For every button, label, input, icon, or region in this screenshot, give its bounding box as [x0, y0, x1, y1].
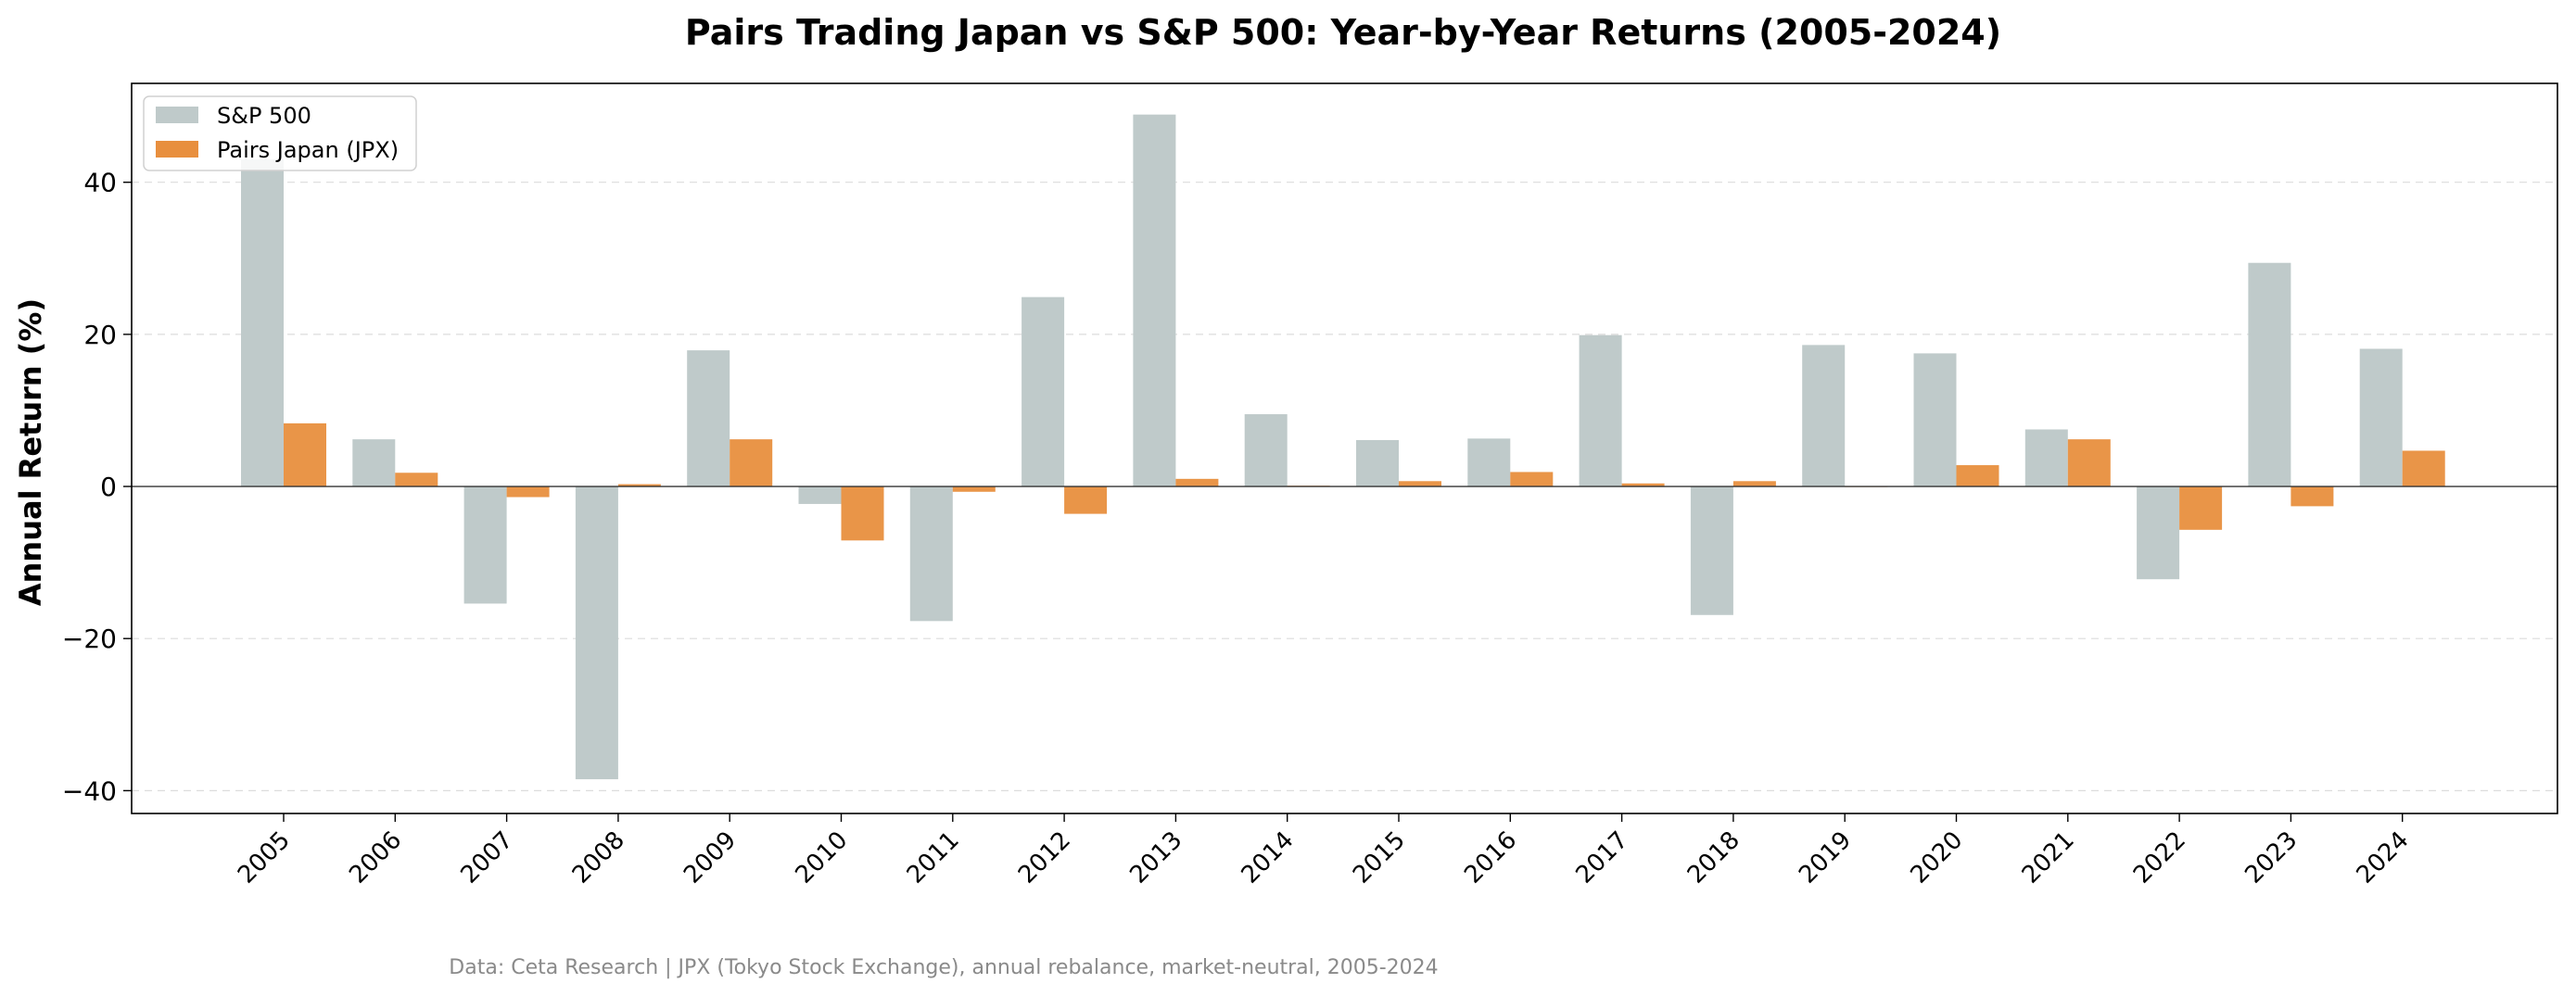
bar-pairs-japan-2010	[841, 486, 884, 541]
bar-sp500-2014	[1244, 414, 1288, 487]
x-tick-label: 2017	[1571, 826, 1634, 889]
bar-pairs-japan-2012	[1064, 486, 1108, 514]
legend-box	[143, 95, 417, 171]
bar-sp500-2024	[2359, 348, 2403, 487]
bar-sp500-2018	[1690, 486, 1733, 615]
bar-pairs-japan-2023	[2290, 486, 2334, 507]
bar-sp500-2016	[1467, 438, 1511, 487]
x-tick-label: 2012	[1013, 826, 1076, 889]
gridlines	[132, 182, 2557, 791]
legend-label-sp500: S&P 500	[217, 103, 311, 129]
y-tick-label: −20	[62, 624, 117, 654]
x-tick-label: 2016	[1459, 826, 1522, 889]
x-tick-label: 2013	[1124, 826, 1187, 889]
bar-sp500-2017	[1579, 334, 1622, 487]
y-axis-label: Annual Return (%)	[13, 298, 48, 606]
x-tick-label: 2018	[1682, 826, 1745, 889]
bar-sp500-2011	[909, 486, 953, 622]
bar-sp500-2010	[798, 486, 842, 504]
bar-pairs-japan-2005	[284, 422, 326, 487]
legend-swatch-pairs-japan	[156, 141, 198, 158]
bar-sp500-2008	[575, 486, 618, 780]
data-source-footer: Data: Ceta Research | JPX (Tokyo Stock E…	[449, 956, 1438, 979]
plot-frame	[131, 82, 2558, 814]
bar-pairs-japan-2015	[1399, 481, 1441, 487]
y-axis-ticks: 40 20 0 −20 −40	[62, 168, 132, 806]
x-tick-label: 2021	[2017, 826, 2080, 889]
bars	[241, 114, 2445, 780]
bar-sp500-2013	[1133, 114, 1176, 487]
x-tick-label: 2023	[2240, 826, 2303, 889]
x-tick-label: 2008	[567, 826, 630, 889]
bar-pairs-japan-2022	[2179, 486, 2223, 530]
bar-sp500-2022	[2137, 486, 2180, 580]
chart-title: Pairs Trading Japan vs S&P 500: Year-by-…	[685, 12, 2001, 53]
bar-pairs-japan-2013	[1175, 478, 1219, 487]
bar-sp500-2007	[463, 486, 507, 604]
legend-label-pairs-japan: Pairs Japan (JPX)	[217, 137, 399, 163]
legend: S&P 500 Pairs Japan (JPX)	[143, 95, 417, 171]
bar-pairs-japan-2006	[395, 473, 438, 487]
x-tick-label: 2009	[679, 826, 742, 889]
legend-swatch-sp500	[156, 107, 198, 123]
y-tick-label: −40	[62, 775, 117, 806]
bar-sp500-2005	[241, 159, 284, 487]
bar-sp500-2015	[1356, 439, 1399, 487]
bar-sp500-2012	[1022, 296, 1065, 487]
bar-sp500-2023	[2248, 262, 2291, 487]
bar-pairs-japan-2024	[2402, 450, 2445, 487]
bar-sp500-2020	[1913, 353, 1957, 487]
x-tick-label: 2007	[456, 826, 519, 889]
bar-pairs-japan-2007	[506, 486, 550, 498]
bar-pairs-japan-2011	[952, 486, 996, 492]
x-tick-label: 2006	[344, 826, 407, 889]
x-tick-label: 2015	[1348, 826, 1411, 889]
x-axis-ticks: 2005 2006 2007 2008 2009 2010 2011 2012 2013 2014…	[233, 813, 2415, 889]
bar-pairs-japan-2008	[617, 484, 661, 487]
x-tick-label: 2020	[1905, 826, 1968, 889]
x-tick-label: 2019	[1794, 826, 1857, 889]
bar-pairs-japan-2017	[1621, 483, 1665, 487]
x-tick-label: 2010	[790, 826, 853, 889]
x-tick-label: 2024	[2352, 826, 2415, 889]
bar-sp500-2006	[352, 439, 396, 487]
bar-pairs-japan-2016	[1510, 472, 1554, 487]
bar-sp500-2021	[2024, 429, 2068, 487]
y-tick-label: 0	[100, 472, 117, 502]
bar-sp500-2019	[1802, 345, 1846, 487]
bar-pairs-japan-2020	[1956, 465, 1999, 487]
bar-pairs-japan-2021	[2067, 439, 2111, 487]
x-tick-label: 2022	[2128, 826, 2191, 889]
y-tick-label: 40	[83, 168, 117, 198]
bar-pairs-japan-2018	[1732, 481, 1776, 487]
bar-pairs-japan-2009	[730, 439, 773, 487]
bar-sp500-2009	[687, 350, 730, 487]
y-tick-label: 20	[83, 320, 117, 350]
x-tick-label: 2005	[233, 826, 296, 889]
x-tick-label: 2014	[1237, 826, 1300, 889]
x-tick-label: 2011	[902, 826, 965, 889]
